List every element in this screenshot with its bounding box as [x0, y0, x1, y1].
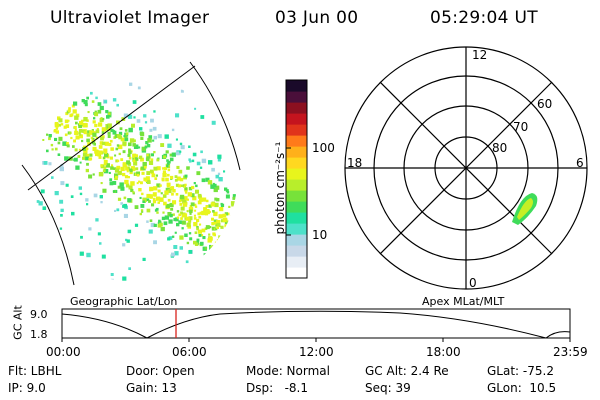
time-label: 05:29:04 UT: [430, 8, 538, 28]
mlt-label-6: 6: [576, 156, 584, 170]
colorbar-cell: [286, 91, 307, 103]
xtick-0000: 00:00: [46, 345, 81, 359]
altitude-plot: [61, 308, 571, 342]
colorbar: [285, 79, 308, 279]
xtick-2359: 23:59: [553, 345, 588, 359]
xtick-1200: 12:00: [299, 345, 334, 359]
colorbar-cell: [286, 212, 307, 224]
colorbar-cell: [286, 80, 307, 92]
info-flt: Flt: LBHL: [8, 364, 62, 378]
info-seq: Seq: 39: [365, 381, 411, 395]
colorbar-cell: [286, 245, 307, 257]
geographic-grid: [21, 61, 241, 286]
polar-grid: [344, 46, 588, 290]
colorbar-cell: [286, 124, 307, 136]
colorbar-cell: [286, 267, 307, 279]
colorbar-cell: [286, 201, 307, 213]
apex-caption: Apex MLat/MLT: [422, 295, 505, 308]
xtick-0600: 06:00: [172, 345, 207, 359]
colorbar-cell: [286, 256, 307, 268]
colorbar-cell: [286, 179, 307, 191]
colorbar-cell: [286, 135, 307, 147]
mlt-label-12: 12: [472, 48, 488, 62]
uv-image-disk: [33, 78, 237, 282]
info-door: Door: Open: [126, 364, 195, 378]
info-gcalt: GC Alt: 2.4 Re: [365, 364, 449, 378]
mlat-label-80: 80: [492, 141, 508, 155]
colorbar-cell: [286, 234, 307, 246]
colorbar-tick-label-100: 100: [312, 141, 335, 155]
info-dsp: Dsp: -8.1: [246, 381, 309, 395]
colorbar-cell: [286, 113, 307, 125]
colorbar-cell: [286, 157, 307, 169]
colorbar-cell: [286, 102, 307, 114]
colorbar-cell: [286, 146, 307, 158]
geographic-caption: Geographic Lat/Lon: [70, 295, 178, 308]
colorbar-cells: [286, 80, 307, 279]
info-ip: IP: 9.0: [8, 381, 46, 395]
colorbar-tick-label-10: 10: [312, 228, 328, 242]
polar-aurora-blob: [512, 193, 538, 225]
info-glat: GLat: -75.2: [487, 364, 554, 378]
info-glon: GLon: 10.5: [487, 381, 557, 395]
instrument-title: Ultraviolet Imager: [50, 8, 210, 28]
date-label: 03 Jun 00: [275, 8, 359, 28]
altitude-ylabel: GC Alt: [11, 305, 25, 340]
xtick-1800: 18:00: [426, 345, 461, 359]
colorbar-unit-label: photon cm⁻²s⁻¹: [273, 141, 287, 235]
mlt-label-18: 18: [347, 156, 363, 170]
colorbar-cell: [286, 190, 307, 202]
mlt-label-0: 0: [469, 276, 477, 290]
colorbar-cell: [286, 223, 307, 235]
mlat-label-70: 70: [513, 120, 529, 134]
info-mode: Mode: Normal: [246, 364, 330, 378]
colorbar-cell: [286, 168, 307, 180]
altitude-ytick-1-8: 1.8: [30, 328, 48, 341]
info-gain: Gain: 13: [126, 381, 177, 395]
altitude-ytick-9: 9.0: [30, 308, 48, 321]
mlat-label-60: 60: [537, 97, 553, 111]
